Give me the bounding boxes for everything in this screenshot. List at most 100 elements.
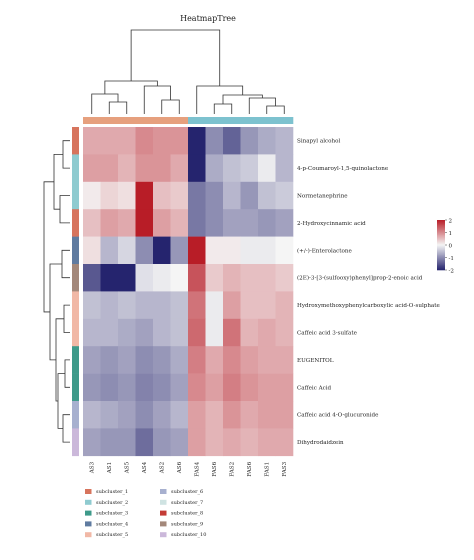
heatmap-cell-r7-c11	[258, 291, 276, 320]
column-group-cell	[153, 117, 171, 124]
heatmap-cell-r9-c8	[205, 346, 224, 374]
heatmap-cell-r12-c11	[258, 428, 276, 457]
row-subcluster-cell	[72, 428, 79, 457]
row-subcluster-cell	[72, 209, 79, 237]
heatmap-cell-r3-c1	[83, 181, 101, 210]
heatmap-cell-r12-c3	[118, 428, 136, 457]
color-scale-tick-label: 0	[449, 244, 453, 250]
legend-swatch	[85, 510, 92, 516]
heatmap-cell-r8-c1	[83, 318, 101, 347]
legend-swatch	[85, 489, 92, 494]
column-group-cell	[240, 117, 259, 124]
color-scale-swatch	[437, 258, 445, 261]
color-scale-swatch	[437, 242, 445, 245]
heatmap-cell-r6-c1	[83, 264, 101, 292]
heatmap-cell-r8-c9	[223, 318, 241, 347]
legend-label: subcluster_2	[96, 500, 128, 506]
column-labels: AS3 AS1 AS5 AS4 AS2 AS6 FAS4 FAS6 FAS2 FAS6 FAS1 FA…	[90, 461, 289, 476]
legend-swatch	[160, 521, 167, 527]
heatmap-cell-r5-c5	[153, 236, 171, 265]
heatmap-cell-r2-c8	[205, 154, 224, 183]
color-scale-swatch	[437, 233, 445, 236]
color-scale-swatch	[437, 222, 445, 225]
heatmap-cell-r11-c11	[258, 401, 276, 429]
color-scale-tick-label: 2	[449, 219, 453, 225]
heatmap-cell-r2-c1	[83, 154, 101, 183]
row-dendrogram	[43, 140, 70, 443]
color-scale-swatch	[437, 262, 445, 265]
heatmap-cell-r6-c10	[240, 264, 259, 292]
heatmap-cell-r5-c4	[135, 236, 154, 265]
heatmap-cell-r7-c2	[100, 291, 119, 320]
column-label: FAS4	[195, 461, 201, 476]
color-scale-swatch	[437, 267, 445, 270]
heatmap-cell-r11-c3	[118, 401, 136, 429]
heatmap-cell-r10-c10	[240, 373, 259, 402]
heatmap-cell-r3-c4	[135, 181, 154, 210]
heatmap-cell-r2-c4	[135, 154, 154, 183]
legend-label: subcluster_1	[96, 489, 128, 495]
heatmap-cell-r5-c2	[100, 236, 119, 265]
heatmap-cell-r3-c10	[240, 181, 259, 210]
column-group-cell	[83, 117, 101, 124]
heatmap-cell-r12-c10	[240, 428, 259, 457]
legend-swatch	[160, 532, 167, 538]
color-scale-tick-label: -1	[449, 256, 454, 262]
column-label: FAS2	[230, 461, 236, 476]
heatmap-cell-r1-c12	[275, 127, 294, 155]
row-labels: Sinapyl alcohol 4-p-Coumaroyl-1,5-quinola…	[297, 139, 440, 446]
heatmap-cell-r4-c7	[188, 209, 206, 237]
subcluster-legend: subcluster_1subcluster_2subcluster_3subc…	[85, 489, 206, 538]
heatmap-cell-r6-c2	[100, 264, 119, 292]
heatmap-cell-r10-c5	[153, 373, 171, 402]
color-scale-swatch	[437, 245, 445, 247]
color-scale-swatch	[437, 230, 445, 232]
dendrogram-branch	[213, 103, 233, 114]
heatmap-cell-r9-c3	[118, 346, 136, 374]
dendrogram-branch	[222, 94, 263, 104]
dendrogram-branch	[108, 101, 128, 114]
heatmap-cell-r10-c12	[275, 373, 294, 402]
heatmap-cell-r10-c11	[258, 373, 276, 402]
legend-swatch	[85, 499, 92, 505]
heatmap-cell-r7-c3	[118, 291, 136, 320]
heatmap-cell-r5-c10	[240, 236, 259, 265]
row-label: (+/-)-Enterolactone	[297, 247, 352, 254]
column-group-cell	[188, 117, 206, 124]
heatmap-cell-r12-c8	[205, 428, 224, 457]
legend-swatch	[160, 499, 167, 505]
color-scale-swatch	[437, 247, 445, 250]
heatmap-cell-r10-c1	[83, 373, 101, 402]
color-scale-swatch	[437, 223, 445, 226]
heatmap-cell-r8-c5	[153, 318, 171, 347]
color-scale-swatch	[437, 250, 445, 252]
dendrogram-branch	[130, 29, 221, 86]
row-subcluster-cell	[72, 318, 79, 347]
heatmap-cell-r3-c11	[258, 181, 276, 210]
heatmap-cell-r7-c10	[240, 291, 259, 320]
heatmap-cell-r5-c12	[275, 236, 294, 265]
heatmap-cell-r4-c5	[153, 209, 171, 237]
column-label: AS5	[125, 461, 131, 474]
column-label: FAS6	[212, 461, 218, 476]
dendrogram-branch	[62, 140, 70, 169]
column-group-cell	[275, 117, 294, 124]
heatmap-cell-r4-c8	[205, 209, 224, 237]
column-group-cell	[118, 117, 136, 124]
legend-swatch	[85, 532, 92, 538]
heatmap-cell-r10-c8	[205, 373, 224, 402]
color-scale-swatch	[437, 237, 445, 240]
heatmap-cell-r6-c12	[275, 264, 294, 292]
row-label: (2E)-3-[3-(sulfooxy)phenyl]prop-2-enoic …	[297, 275, 423, 282]
row-subcluster-cell	[72, 127, 79, 155]
heatmap-cell-r6-c7	[188, 264, 206, 292]
color-scale-tick-label: -2	[449, 269, 455, 275]
heatmap-cell-r1-c7	[188, 127, 206, 155]
heatmap-cell-r7-c6	[170, 291, 189, 320]
color-scale-tick-label: 1	[449, 231, 453, 237]
legend-label: subcluster_3	[96, 511, 128, 517]
heatmap-cell-r1-c10	[240, 127, 259, 155]
column-group-cell	[135, 117, 154, 124]
heatmap-cell-r4-c4	[135, 209, 154, 237]
column-group-cell	[258, 117, 276, 124]
